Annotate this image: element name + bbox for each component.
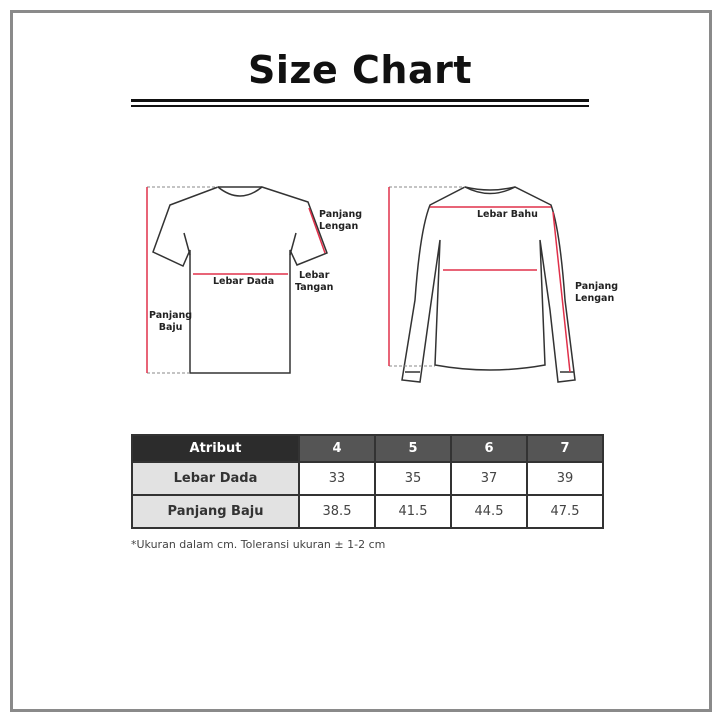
label-lebar-bahu: Lebar Bahu: [477, 209, 538, 220]
size-table: Atribut 4 5 6 7 Lebar Dada 33 35 37 39 P…: [131, 434, 604, 529]
row-label: Panjang Baju: [131, 494, 300, 529]
label-lebar-dada: Lebar Dada: [213, 276, 275, 287]
table-cell: 47.5: [526, 494, 604, 529]
longsleeve-diagram: [401, 186, 576, 383]
table-cell: 37: [450, 461, 528, 496]
table-cell: 39: [526, 461, 604, 496]
column-header: Atribut: [131, 434, 300, 463]
label-panjang-lengan-long: Panjang Lengan: [575, 281, 619, 304]
table-cell: 44.5: [450, 494, 528, 529]
page-frame: [10, 10, 712, 712]
table-row: Lebar Dada 33 35 37 39: [131, 461, 604, 496]
label-panjang-baju: Panjang Baju: [149, 310, 193, 333]
table-cell: 41.5: [374, 494, 452, 529]
column-header: 5: [374, 434, 452, 463]
size-note: *Ukuran dalam cm. Toleransi ukuran ± 1-2…: [131, 538, 386, 551]
table-header-row: Atribut 4 5 6 7: [131, 434, 604, 463]
table-row: Panjang Baju 38.5 41.5 44.5 47.5: [131, 494, 604, 529]
title-divider: [131, 99, 589, 102]
column-header: 7: [526, 434, 604, 463]
page-title: Size Chart: [247, 48, 472, 92]
row-label: Lebar Dada: [131, 461, 300, 496]
label-lebar-tangan: Lebar Tangan: [295, 270, 334, 293]
panjang-lengan-line: [552, 211, 571, 373]
title-divider: [131, 105, 589, 107]
label-panjang-lengan: Panjang Lengan: [319, 209, 363, 232]
table-cell: 38.5: [298, 494, 376, 529]
table-cell: 33: [298, 461, 376, 496]
column-header: 4: [298, 434, 376, 463]
column-header: 6: [450, 434, 528, 463]
panjang-lengan-line: [308, 207, 326, 254]
table-cell: 35: [374, 461, 452, 496]
tshirt-diagram: [152, 186, 328, 374]
